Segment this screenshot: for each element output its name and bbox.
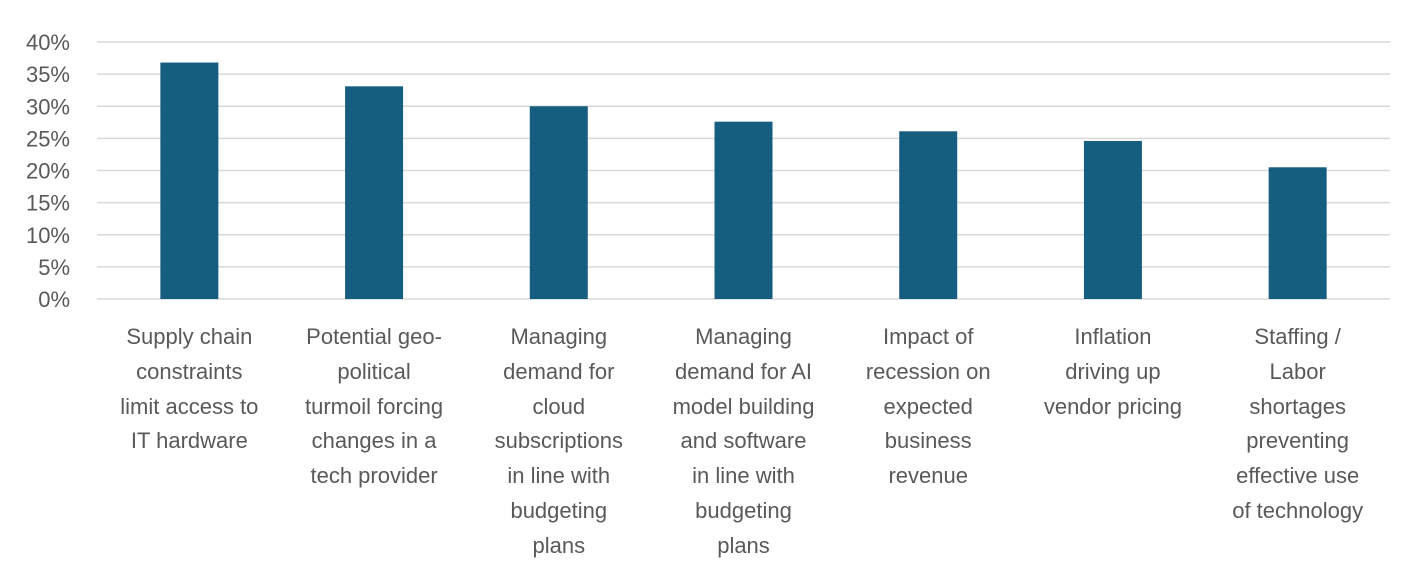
bar [529, 106, 588, 299]
x-tick-label-line: cloud [532, 393, 586, 419]
x-tick-label-line: plans [717, 532, 770, 558]
x-tick-label: Supply chain constraints limit access to IT… [97, 320, 281, 459]
x-tick-label-line: budgeting [510, 497, 608, 523]
x-tick-label-line: vendor pricing [1043, 393, 1183, 419]
x-tick-label-line: plans [532, 532, 586, 558]
x-tick-label: Potential geo-political turmoil forcing ch… [282, 320, 466, 494]
x-tick-label-line: and software [680, 428, 807, 454]
x-tick-label-line: limit access to [120, 393, 259, 419]
bar [714, 121, 773, 299]
y-tick-label: 0% [38, 287, 70, 312]
x-tick-label-line: political [337, 358, 411, 384]
x-tick-label-line: effective use [1236, 463, 1360, 489]
bar [899, 131, 958, 299]
bar [1083, 140, 1142, 299]
x-tick-label: Inflation driving up vendor pricing [1021, 320, 1205, 424]
x-tick-label-line: Managing [695, 324, 792, 349]
x-tick-label-line: business [884, 428, 972, 454]
x-tick-label-line: Staffing / [1254, 324, 1341, 349]
y-tick-label: 25% [26, 126, 70, 151]
y-tick-label: 35% [26, 62, 70, 87]
x-tick-label-line: IT hardware [130, 428, 248, 454]
y-tick-label: 20% [26, 159, 70, 184]
x-tick-label-line: demand for [503, 358, 615, 384]
y-tick-label: 5% [38, 255, 70, 280]
x-tick-label-line: Potential geo- [306, 324, 442, 349]
x-tick-label-line: Inflation [1074, 324, 1152, 349]
x-tick-label-line: recession on [865, 358, 991, 384]
y-tick-label: 40% [26, 30, 70, 55]
y-tick-label: 15% [26, 191, 70, 216]
x-tick-label-line: turmoil forcing [304, 393, 444, 419]
x-tick-label-line: subscriptions [494, 428, 623, 454]
bar [1268, 167, 1327, 299]
x-tick-label-line: budgeting [695, 497, 792, 523]
bar [345, 86, 404, 300]
x-tick-label-line: in line with [507, 463, 611, 489]
x-tick-label-line: demand for AI [675, 358, 812, 384]
y-axis-ticks: 0% 5% 10% 15% 20% 25% 30% 35% 40% [26, 30, 70, 312]
x-tick-label-line: expected [883, 393, 973, 419]
x-tick-label-line: tech provider [310, 463, 438, 489]
x-tick-label-line: constraints [136, 358, 243, 384]
x-tick-label-line: Managing [510, 324, 608, 349]
x-tick-label-line: Supply chain [126, 324, 253, 349]
y-tick-label: 30% [26, 94, 70, 119]
bars [160, 62, 1327, 300]
x-tick-label-line: Labor [1269, 358, 1326, 384]
x-tick-label-line: in line with [692, 463, 795, 489]
x-tick-label: Managing demand for AI model building and s… [652, 320, 836, 564]
x-tick-label-line: driving up [1065, 358, 1161, 384]
y-tick-label: 10% [26, 223, 70, 248]
x-tick-label-line: model building [672, 393, 815, 419]
bar-chart: 0% 5% 10% 15% 20% 25% 30% 35% 40% [26, 30, 1390, 312]
x-tick-label-line: revenue [888, 463, 968, 489]
x-tick-label-line: preventing [1246, 428, 1350, 454]
x-tick-label-line: shortages [1249, 393, 1346, 419]
x-tick-label: Impact of recession on expected business rev… [836, 320, 1020, 494]
x-tick-label-line: Impact of [882, 324, 974, 349]
x-tick-label: Managing demand for cloud subscriptions in l… [467, 320, 651, 564]
x-tick-label: Staffing / Labor shortages preventing effect… [1206, 320, 1390, 529]
x-tick-label-line: changes in a [311, 428, 437, 454]
x-tick-label-line: of technology [1232, 497, 1364, 523]
bar [160, 62, 219, 300]
